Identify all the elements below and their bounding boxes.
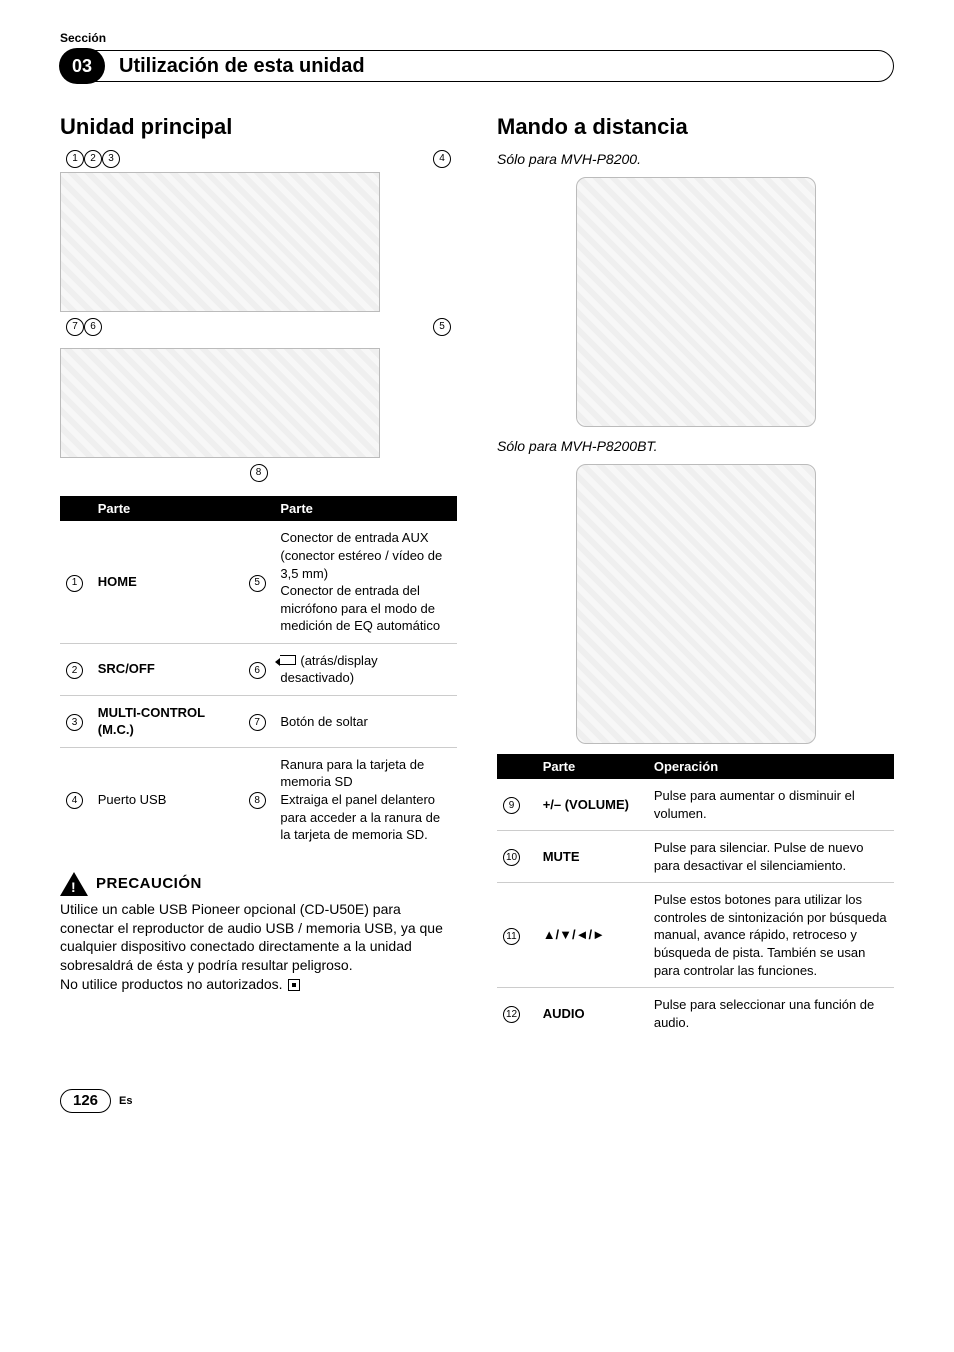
row-num: 6	[249, 662, 266, 679]
table-row: 2 SRC/OFF 6 (atrás/display desactivado)	[60, 643, 457, 695]
callout-7: 7	[66, 318, 84, 336]
caution-heading: PRECAUCIÓN	[60, 872, 457, 896]
row-part: (atrás/display desactivado)	[274, 643, 457, 695]
parts-table-head-2: Parte	[274, 496, 457, 522]
language-code: Es	[119, 1094, 132, 1109]
main-unit-rear-illustration	[60, 348, 380, 458]
row-num: 11	[503, 928, 520, 945]
row-num: 10	[503, 849, 520, 866]
row-part: HOME	[92, 521, 243, 643]
warning-triangle-icon	[60, 872, 88, 896]
table-row: 9 +/– (VOLUME) Pulse para aumentar o dis…	[497, 779, 894, 831]
row-num: 8	[249, 792, 266, 809]
return-icon	[280, 655, 296, 665]
mando-heading: Mando a distancia	[497, 112, 894, 142]
row-part: MUTE	[537, 831, 648, 883]
row-num: 2	[66, 662, 83, 679]
main-unit-front-illustration	[60, 172, 380, 312]
main-unit-diagram-top: 1 2 3 4 7 6 5	[60, 150, 457, 340]
row-num: 5	[249, 575, 266, 592]
remote-diagram-1	[576, 177, 816, 427]
row-part: Conector de entrada AUX (conector estére…	[274, 521, 457, 643]
left-column: Unidad principal 1 2 3 4 7 6 5 8	[60, 112, 457, 1039]
row-num: 9	[503, 797, 520, 814]
callout-8: 8	[250, 464, 268, 482]
row-part: SRC/OFF	[92, 643, 243, 695]
row-op: Pulse para seleccionar una función de au…	[648, 988, 894, 1040]
row-part: Ranura para la tarjeta de memoria SD Ext…	[274, 747, 457, 851]
remote-subtitle-2: Sólo para MVH-P8200BT.	[497, 437, 894, 456]
row-num: 7	[249, 714, 266, 731]
row-part: AUDIO	[537, 988, 648, 1040]
row-op: Pulse para silenciar. Pulse de nuevo par…	[648, 831, 894, 883]
table-row: 3 MULTI-CONTROL (M.C.) 7 Botón de soltar	[60, 695, 457, 747]
parts-table-head-1: Parte	[92, 496, 243, 522]
callout-1: 1	[66, 150, 84, 168]
caution-body-2: No utilice productos no autorizados.	[60, 975, 457, 994]
page-header: 03 Utilización de esta unidad	[60, 50, 894, 82]
main-unit-diagram-bottom: 8	[60, 348, 457, 486]
page-footer: 126 Es	[60, 1089, 894, 1113]
remote-diagram-2	[576, 464, 816, 744]
ops-head-0	[497, 754, 537, 780]
row-part: MULTI-CONTROL (M.C.)	[92, 695, 243, 747]
page-number-badge: 126	[60, 1089, 111, 1113]
table-row: 11 ▲/▼/◄/► Pulse estos botones para util…	[497, 883, 894, 988]
row-num: 12	[503, 1006, 520, 1023]
caution-title: PRECAUCIÓN	[96, 874, 202, 894]
remote-subtitle-1: Sólo para MVH-P8200.	[497, 150, 894, 169]
ops-head-1: Parte	[537, 754, 648, 780]
callout-4: 4	[433, 150, 451, 168]
callout-5: 5	[433, 318, 451, 336]
row-num: 3	[66, 714, 83, 731]
chapter-number-badge: 03	[59, 48, 105, 84]
table-row: 4 Puerto USB 8 Ranura para la tarjeta de…	[60, 747, 457, 851]
table-row: 10 MUTE Pulse para silenciar. Pulse de n…	[497, 831, 894, 883]
operations-table: Parte Operación 9 +/– (VOLUME) Pulse par…	[497, 754, 894, 1040]
row-part: ▲/▼/◄/►	[537, 883, 648, 988]
chapter-title: Utilización de esta unidad	[119, 53, 365, 80]
callout-6: 6	[84, 318, 102, 336]
end-of-section-icon	[288, 979, 300, 991]
table-row: 12 AUDIO Pulse para seleccionar una func…	[497, 988, 894, 1040]
row-part: +/– (VOLUME)	[537, 779, 648, 831]
caution-body-1: Utilice un cable USB Pioneer opcional (C…	[60, 900, 457, 976]
row-op: Pulse para aumentar o disminuir el volum…	[648, 779, 894, 831]
caution-body-2-text: No utilice productos no autorizados.	[60, 976, 283, 992]
row-part: Puerto USB	[92, 747, 243, 851]
ops-head-2: Operación	[648, 754, 894, 780]
parts-table: Parte Parte 1 HOME 5 Conector de entrada…	[60, 496, 457, 852]
callout-2: 2	[84, 150, 102, 168]
section-label: Sección	[60, 30, 894, 46]
right-column: Mando a distancia Sólo para MVH-P8200. S…	[497, 112, 894, 1039]
row-op: Pulse estos botones para utilizar los co…	[648, 883, 894, 988]
table-row: 1 HOME 5 Conector de entrada AUX (conect…	[60, 521, 457, 643]
unidad-principal-heading: Unidad principal	[60, 112, 457, 142]
row-num: 1	[66, 575, 83, 592]
row-num: 4	[66, 792, 83, 809]
callout-3: 3	[102, 150, 120, 168]
row-part: Botón de soltar	[274, 695, 457, 747]
